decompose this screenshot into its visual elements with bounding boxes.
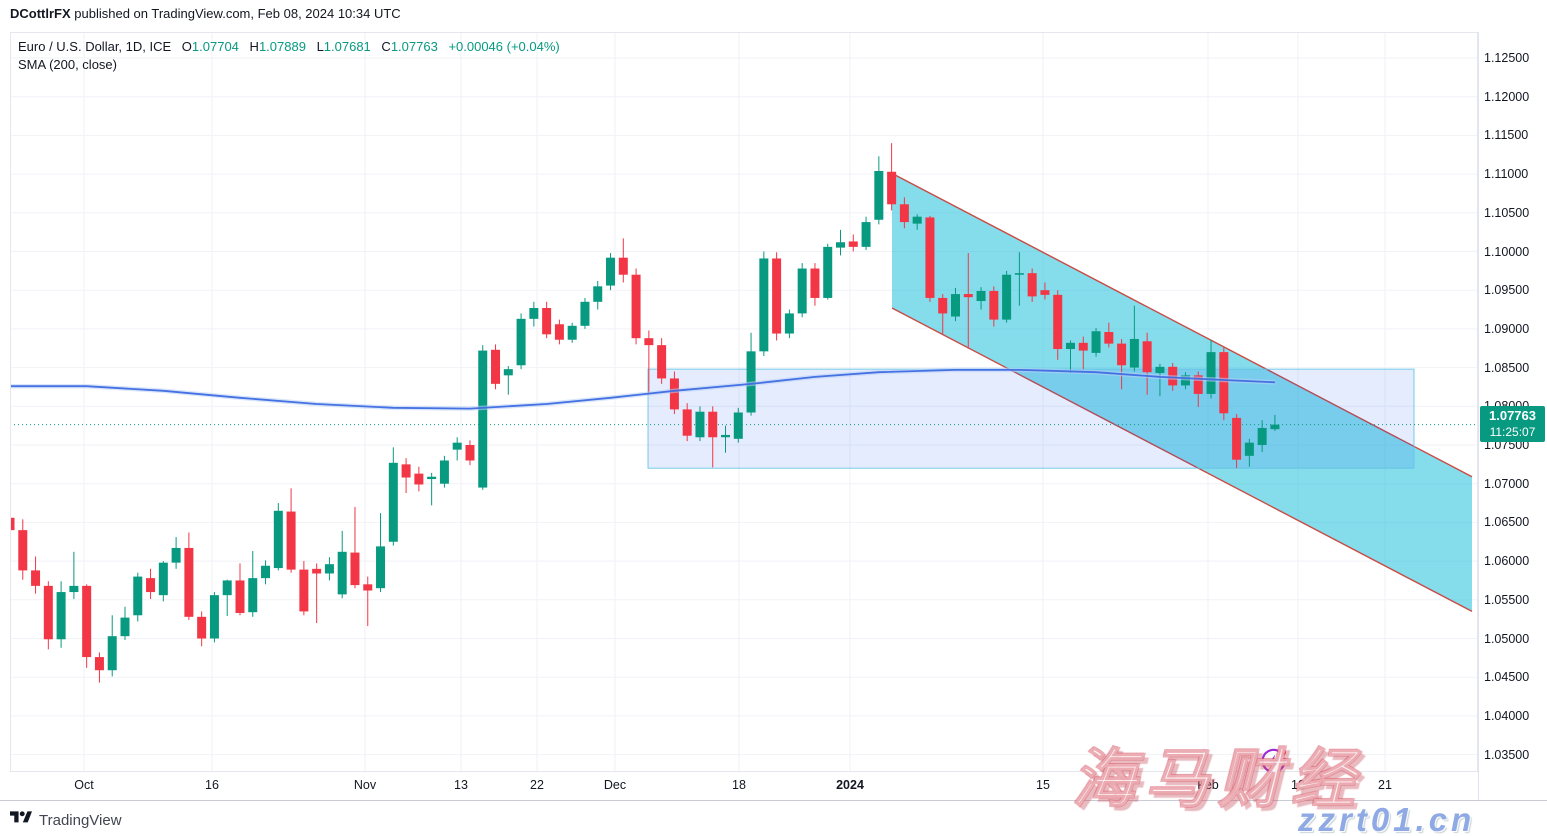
price-tick-label: 1.04500 (1484, 670, 1530, 685)
ohlc-high: H1.07889 (249, 39, 306, 54)
flash-icon[interactable] (1260, 747, 1288, 780)
time-tick-label: Oct (74, 778, 94, 792)
indicator-legend-sma[interactable]: SMA (200, close) (18, 57, 117, 72)
time-tick-label: 18 (732, 778, 746, 792)
tradingview-logo-text: TradingView (39, 811, 122, 829)
price-tick-label: 1.09000 (1484, 321, 1530, 336)
price-tick-label: 1.03500 (1484, 747, 1530, 762)
attribution-line: DCottlrFX published on TradingView.com, … (10, 6, 401, 21)
price-tick-label: 1.12500 (1484, 51, 1530, 65)
price-tick-label: 1.06000 (1484, 554, 1530, 569)
time-tick-label: Feb (1197, 778, 1219, 792)
price-tick-label: 1.07000 (1484, 476, 1530, 491)
time-tick-label: 2024 (836, 778, 864, 792)
tradingview-logo[interactable]: TradingView (10, 808, 122, 832)
price-tick-label: 1.10000 (1484, 244, 1530, 259)
time-axis-separator (0, 800, 1547, 801)
time-tick-label: 22 (530, 778, 544, 792)
price-tick-label: 1.04000 (1484, 708, 1530, 723)
ohlc-close: C1.07763 (381, 39, 438, 54)
price-tick-label: 1.11500 (1484, 128, 1529, 143)
attribution-text: published on TradingView.com, Feb 08, 20… (70, 6, 401, 21)
ohlc-open: O1.07704 (181, 39, 239, 54)
time-tick-label: Dec (603, 778, 627, 792)
price-axis-separator (1478, 32, 1479, 800)
symbol-legend[interactable]: Euro / U.S. Dollar, 1D, ICE O1.07704 H1.… (18, 37, 567, 57)
ohlc-low: L1.07681 (316, 39, 371, 54)
time-tick-label: 16 (205, 778, 219, 792)
time-tick-label: 13 (454, 778, 468, 792)
current-price-value: 1.07763 (1489, 407, 1536, 423)
time-tick-label: 21 (1378, 778, 1392, 792)
price-tick-label: 1.05500 (1484, 592, 1530, 607)
time-tick-label: 12 (1291, 778, 1305, 792)
price-tick-label: 1.09500 (1484, 283, 1530, 298)
current-price-badge: 1.07763 11:25:07 (1480, 405, 1545, 442)
price-tick-label: 1.10500 (1484, 205, 1530, 220)
price-tick-label: 1.08500 (1484, 360, 1530, 375)
time-tick-label: Nov (353, 778, 377, 792)
price-tick-label: 1.12000 (1484, 89, 1530, 104)
change-value: +0.00046 (+0.04%) (448, 39, 560, 54)
bar-countdown-timer: 11:25:07 (1489, 424, 1536, 439)
time-axis[interactable]: Oct 16 Nov 13 22 Dec 18 2024 15 Feb 12 21 (0, 772, 1478, 800)
symbol-title[interactable]: Euro / U.S. Dollar, 1D, ICE (18, 39, 172, 54)
price-tick-label: 1.11000 (1484, 167, 1529, 182)
time-tick-label: 15 (1036, 778, 1050, 792)
price-tick-label: 1.06500 (1484, 515, 1530, 530)
tradingview-logo-icon (10, 808, 32, 832)
price-axis[interactable]: 1.12500 1.12000 1.11500 1.11000 1.10500 1.100… (1478, 32, 1547, 800)
price-tick-label: 1.05000 (1484, 631, 1530, 646)
author-username[interactable]: DCottlrFX (10, 6, 71, 21)
